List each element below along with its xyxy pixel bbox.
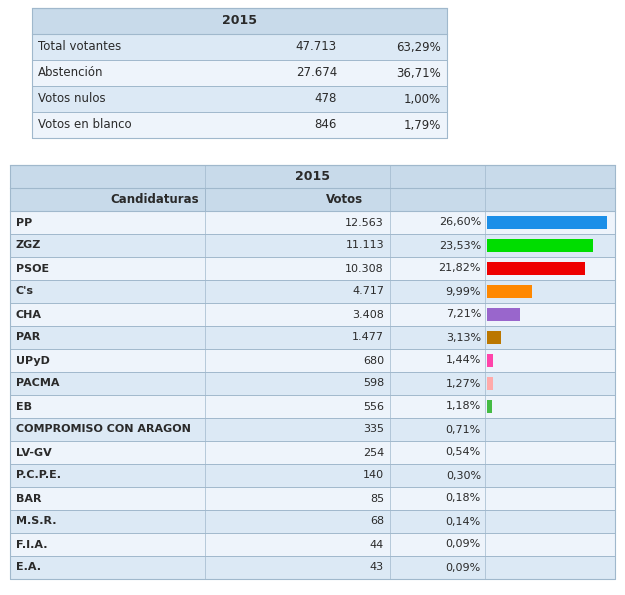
Text: P.C.P.E.: P.C.P.E.: [16, 471, 61, 481]
Text: 10.308: 10.308: [345, 264, 384, 274]
Text: 47.713: 47.713: [296, 40, 337, 54]
Bar: [10, 556, 615, 579]
Bar: [32, 34, 447, 60]
Text: Votos: Votos: [326, 193, 364, 206]
Text: 26,60%: 26,60%: [439, 218, 481, 227]
Bar: [10, 441, 615, 464]
Bar: [10, 303, 615, 326]
Text: 680: 680: [363, 355, 384, 365]
Bar: [10, 349, 615, 372]
Text: 63,29%: 63,29%: [396, 40, 441, 54]
Text: 27.674: 27.674: [296, 67, 337, 80]
Bar: [487, 331, 501, 345]
Text: COMPROMISO CON ARAGON: COMPROMISO CON ARAGON: [16, 424, 191, 434]
Bar: [487, 400, 492, 414]
Text: 0,30%: 0,30%: [446, 471, 481, 481]
Bar: [487, 239, 593, 252]
Text: Votos en blanco: Votos en blanco: [38, 118, 132, 131]
Bar: [487, 308, 519, 321]
Bar: [32, 112, 447, 138]
Text: E.A.: E.A.: [16, 562, 41, 572]
Text: 9,99%: 9,99%: [446, 287, 481, 296]
Text: 478: 478: [314, 92, 337, 105]
Text: PP: PP: [16, 218, 32, 227]
Bar: [205, 188, 615, 211]
Bar: [10, 464, 615, 487]
Text: 4.717: 4.717: [352, 287, 384, 296]
Text: 2015: 2015: [295, 170, 330, 183]
Text: Candidaturas: Candidaturas: [111, 193, 199, 206]
Text: PSOE: PSOE: [16, 264, 49, 274]
Text: Total votantes: Total votantes: [38, 40, 121, 54]
Text: UPyD: UPyD: [16, 355, 50, 365]
Bar: [10, 487, 615, 510]
Bar: [487, 353, 494, 367]
Bar: [487, 215, 607, 230]
Text: C's: C's: [16, 287, 34, 296]
Text: 1,00%: 1,00%: [404, 92, 441, 105]
Text: 1,27%: 1,27%: [446, 378, 481, 389]
Text: Votos nulos: Votos nulos: [38, 92, 106, 105]
Text: 43: 43: [370, 562, 384, 572]
Text: LV-GV: LV-GV: [16, 447, 52, 458]
Bar: [10, 165, 615, 579]
Text: Abstención: Abstención: [38, 67, 104, 80]
Bar: [10, 395, 615, 418]
Text: 0,09%: 0,09%: [446, 562, 481, 572]
Bar: [10, 418, 615, 441]
Bar: [10, 257, 615, 280]
Bar: [487, 377, 492, 390]
Text: PAR: PAR: [16, 333, 40, 343]
Text: BAR: BAR: [16, 493, 41, 503]
Text: 3.408: 3.408: [352, 309, 384, 320]
Text: EB: EB: [16, 402, 32, 412]
Text: 12.563: 12.563: [345, 218, 384, 227]
Text: 0,14%: 0,14%: [446, 516, 481, 527]
Text: 7,21%: 7,21%: [446, 309, 481, 320]
Text: 1.477: 1.477: [352, 333, 384, 343]
Text: 11.113: 11.113: [346, 240, 384, 250]
Text: 21,82%: 21,82%: [439, 264, 481, 274]
Bar: [10, 211, 615, 234]
Text: 0,71%: 0,71%: [446, 424, 481, 434]
Text: 598: 598: [362, 378, 384, 389]
Text: 1,79%: 1,79%: [404, 118, 441, 131]
Text: 36,71%: 36,71%: [396, 67, 441, 80]
Text: F.I.A.: F.I.A.: [16, 540, 48, 550]
Bar: [32, 60, 447, 86]
Text: 44: 44: [370, 540, 384, 550]
Text: CHA: CHA: [16, 309, 42, 320]
Text: 23,53%: 23,53%: [439, 240, 481, 250]
Text: 846: 846: [314, 118, 337, 131]
Bar: [487, 262, 586, 275]
Text: 0,09%: 0,09%: [446, 540, 481, 550]
Text: 0,18%: 0,18%: [446, 493, 481, 503]
Text: 0,54%: 0,54%: [446, 447, 481, 458]
Bar: [10, 234, 615, 257]
Text: 140: 140: [363, 471, 384, 481]
Text: 2015: 2015: [222, 14, 257, 27]
Bar: [10, 165, 615, 188]
Bar: [10, 533, 615, 556]
Bar: [32, 8, 447, 34]
Bar: [10, 280, 615, 303]
Text: 68: 68: [370, 516, 384, 527]
Bar: [10, 326, 615, 349]
Text: PACMA: PACMA: [16, 378, 59, 389]
Text: M.S.R.: M.S.R.: [16, 516, 56, 527]
Bar: [32, 8, 447, 138]
Text: 335: 335: [363, 424, 384, 434]
Text: 1,18%: 1,18%: [446, 402, 481, 412]
Text: 3,13%: 3,13%: [446, 333, 481, 343]
Text: 1,44%: 1,44%: [446, 355, 481, 365]
Bar: [10, 372, 615, 395]
Text: 556: 556: [363, 402, 384, 412]
Text: 85: 85: [370, 493, 384, 503]
Bar: [487, 284, 532, 299]
Text: ZGZ: ZGZ: [16, 240, 41, 250]
Text: 254: 254: [362, 447, 384, 458]
Bar: [32, 86, 447, 112]
Bar: [10, 510, 615, 533]
Bar: [10, 188, 205, 211]
